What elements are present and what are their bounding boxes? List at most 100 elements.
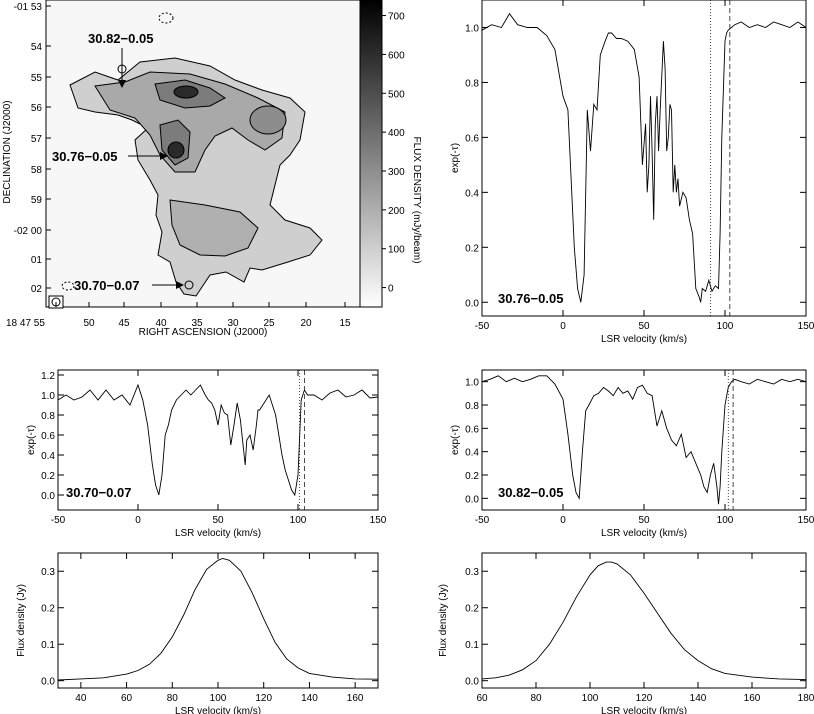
x-tick-label: 0	[135, 515, 141, 526]
plot-spec_3082: -50 0 50 100 150 0.0 0.2 0.4 0.6 0.8 1.0 LSR veloci…	[450, 369, 814, 539]
map-x-tick-label: 18 47 55	[6, 318, 45, 329]
map-y-tick-label: -01 53	[14, 2, 43, 13]
map-x-tick-label: 45	[118, 318, 130, 329]
series-line	[481, 375, 807, 505]
plot-spec_3070: -50 0 50 100 150 0.0 0.2 0.4 0.6 0.8 1.0 1.2 LSR vel…	[26, 369, 387, 539]
plot-frame	[481, 552, 807, 689]
x-tick-label: 100	[717, 321, 734, 332]
plot-rrl_1: 40 60 80 100 120 140 160 0.0 0.1 0.2 0.3 LSR veloci…	[16, 552, 379, 714]
x-axis-label: LSR velocity (km/s)	[175, 528, 261, 539]
map-x-tick-label: 25	[263, 318, 275, 329]
map-panel: 30.82−0.05 30.76−0.05 30.70−0.07 FLUX DE…	[2, 0, 422, 338]
y-tick-label: 1.0	[41, 391, 55, 402]
x-tick-label: 140	[301, 693, 318, 704]
map-ylabel: DECLINATION (J2000)	[2, 100, 13, 203]
y-tick-label: 0.4	[465, 188, 479, 199]
series-line	[57, 383, 379, 497]
x-tick-label: 180	[798, 693, 814, 704]
x-tick-label: 150	[370, 515, 387, 526]
map-y-tick-label: 57	[31, 134, 43, 145]
map-y-tick-label: 01	[31, 255, 43, 266]
x-tick-label: -50	[475, 515, 490, 526]
source-label: 30.70−0.07	[66, 485, 131, 500]
map-x-tick-label: 35	[191, 318, 203, 329]
x-tick-label: -50	[51, 515, 66, 526]
y-tick-label: 0.6	[41, 431, 55, 442]
source-label: 30.82−0.05	[498, 485, 563, 500]
y-tick-label: 0.1	[41, 640, 55, 651]
map-x-tick-label: 30	[227, 318, 239, 329]
x-tick-label: 160	[744, 693, 761, 704]
map-y-tick-label: 58	[31, 165, 43, 176]
y-tick-label: 1.2	[41, 371, 55, 382]
y-tick-label: 0.0	[465, 298, 479, 309]
series-line	[57, 558, 379, 681]
map-y-tick-label: 56	[31, 103, 43, 114]
series-line	[481, 561, 807, 681]
y-axis-label: exp(-τ)	[450, 143, 461, 173]
emission-east-lobe	[249, 105, 287, 135]
y-tick-label: 0.3	[41, 567, 55, 578]
x-axis-label: LSR velocity (km/s)	[601, 706, 687, 714]
map-y-tick-label: 02	[31, 284, 43, 295]
y-tick-label: 1.0	[465, 378, 479, 389]
x-tick-label: 140	[690, 693, 707, 704]
series-line	[481, 12, 807, 303]
colorbar-label: FLUX DENSITY (mJy/beam)	[411, 136, 422, 263]
source-label: 30.76−0.05	[498, 291, 563, 306]
x-tick-label: 100	[582, 693, 599, 704]
map-x-tick-label: 40	[155, 318, 167, 329]
map-annotations: 30.82−0.05 30.76−0.05 30.70−0.07	[52, 31, 184, 293]
colorbar-tick-label: 500	[388, 89, 405, 100]
source-ring-3070	[184, 280, 194, 290]
y-tick-label: 0.8	[465, 78, 479, 89]
map-annotation-3082: 30.82−0.05	[88, 31, 153, 46]
y-tick-label: 0.8	[465, 401, 479, 412]
y-tick-label: 0.6	[465, 133, 479, 144]
y-tick-label: 0.2	[465, 471, 479, 482]
colorbar-tick-label: 0	[388, 284, 394, 295]
map-arrowhead-3076	[160, 152, 168, 160]
map-x-tick-label: 15	[339, 318, 351, 329]
y-tick-label: 0.0	[41, 677, 55, 688]
emission-contour-2	[94, 71, 286, 173]
map-arrowhead-3070	[176, 281, 184, 289]
y-axis-label: Flux density (Jy)	[16, 584, 27, 657]
x-tick-label: 150	[798, 515, 814, 526]
y-tick-label: 0.4	[41, 451, 55, 462]
map-y-tick-label: 54	[31, 42, 43, 53]
map-arrowhead-3082	[118, 80, 126, 88]
x-axis-label: LSR velocity (km/s)	[175, 706, 261, 714]
x-tick-label: 40	[75, 693, 87, 704]
colorbar-tick-label: 700	[388, 12, 405, 23]
y-tick-label: 0.6	[465, 424, 479, 435]
map-x-tick-label: 20	[300, 318, 312, 329]
x-tick-label: 60	[121, 693, 133, 704]
y-axis-label: exp(-τ)	[450, 425, 461, 455]
dashed-contour-2	[61, 281, 75, 291]
y-tick-label: 0.0	[465, 677, 479, 688]
y-tick-label: 0.3	[465, 567, 479, 578]
y-tick-label: 0.4	[465, 448, 479, 459]
colorbar-tick-label: 400	[388, 128, 405, 139]
x-axis-label: LSR velocity (km/s)	[601, 334, 687, 345]
x-tick-label: 120	[636, 693, 653, 704]
x-tick-label: 100	[290, 515, 307, 526]
map-annotation-3076: 30.76−0.05	[52, 149, 117, 164]
map-emission	[61, 12, 323, 297]
x-tick-label: 160	[347, 693, 364, 704]
y-tick-label: 0.2	[465, 604, 479, 615]
map-xlabel: RIGHT ASCENSION (J2000)	[139, 327, 268, 338]
y-tick-label: 1.0	[465, 23, 479, 34]
emission-peak-south	[167, 141, 185, 159]
plot-frame	[57, 552, 379, 689]
plot-frame	[481, 0, 807, 317]
map-annotation-3070: 30.70−0.07	[74, 278, 139, 293]
emission-contour-5	[169, 199, 259, 257]
x-axis-label: LSR velocity (km/s)	[601, 528, 687, 539]
x-tick-label: 60	[476, 693, 488, 704]
x-tick-label: 150	[798, 321, 814, 332]
dashed-contour	[158, 12, 174, 24]
